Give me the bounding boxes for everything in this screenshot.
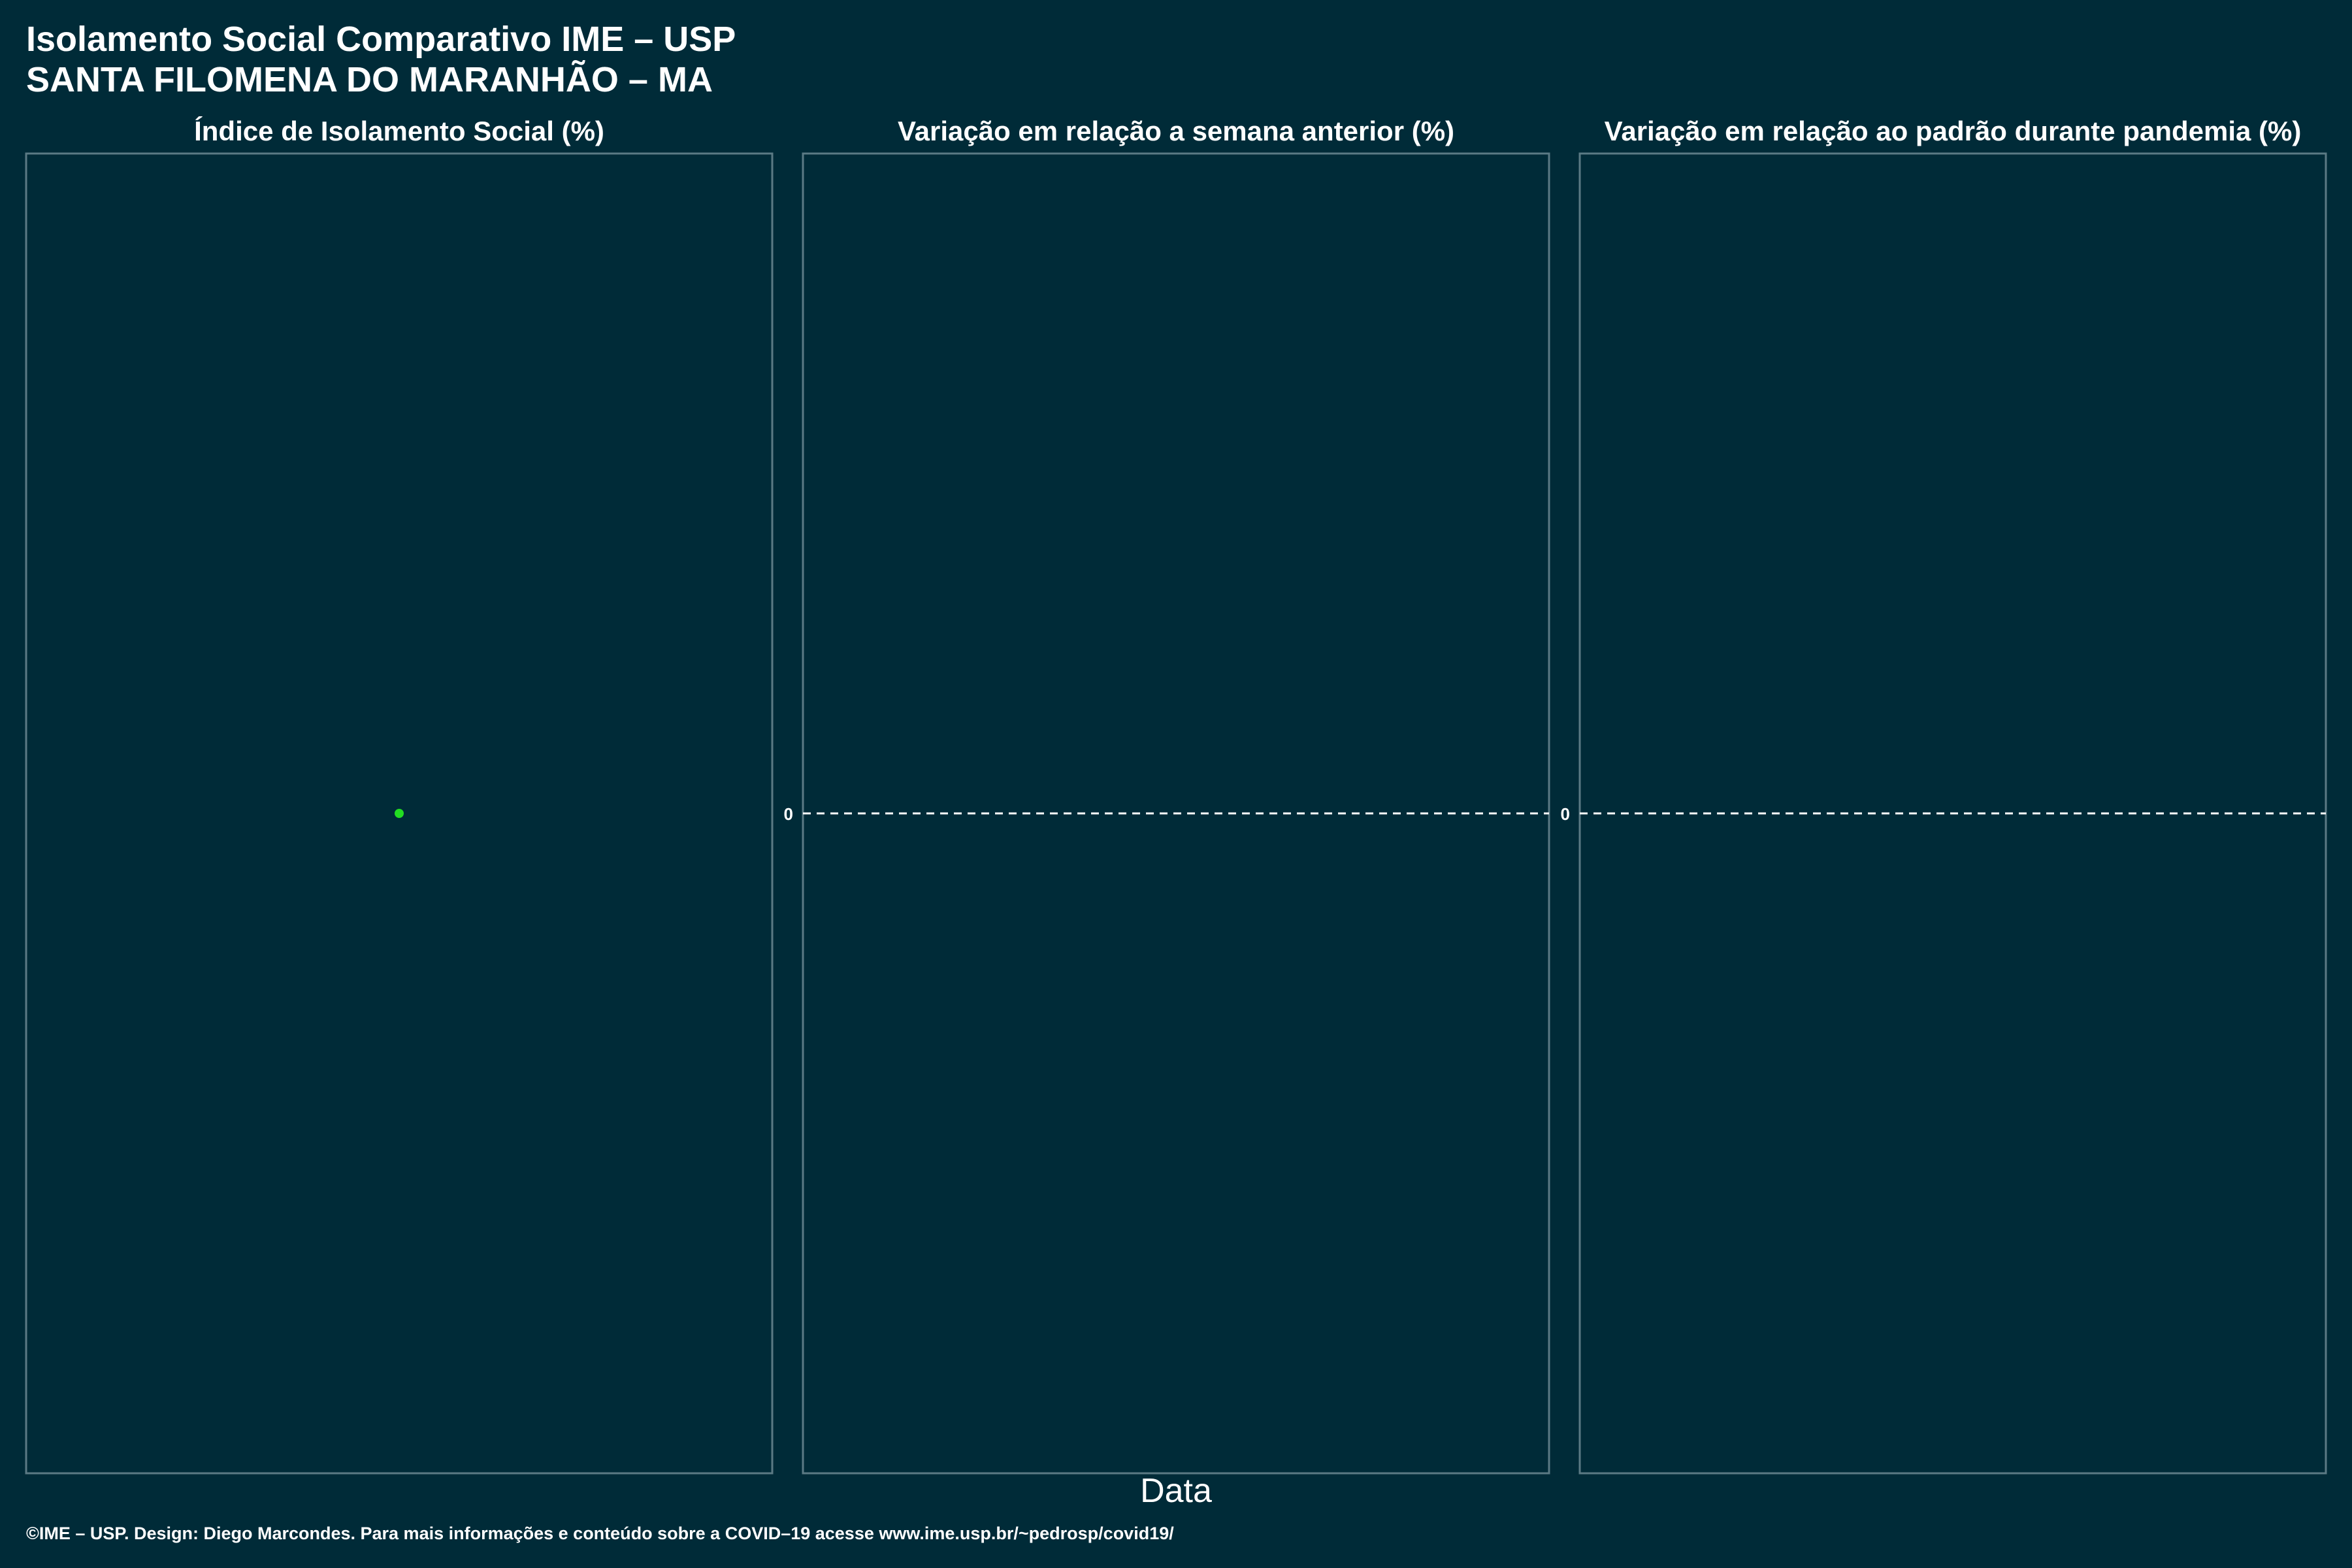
panel-title: Índice de Isolamento Social (%) bbox=[194, 116, 604, 146]
chart-title: Isolamento Social Comparativo IME – USP bbox=[26, 20, 736, 59]
footer-credit: ©IME – USP. Design: Diego Marcondes. Par… bbox=[26, 1524, 1174, 1543]
x-axis-label: Data bbox=[1140, 1472, 1212, 1510]
chart-subtitle: SANTA FILOMENA DO MARANHÃO – MA bbox=[26, 60, 713, 99]
y-tick-label: 0 bbox=[784, 804, 793, 824]
panel-weekly-variation: Variação em relação a semana anterior (%… bbox=[784, 116, 1550, 1475]
panel-pandemic-pattern-variation: Variação em relação ao padrão durante pa… bbox=[1561, 116, 2327, 1475]
panel-isolation-index: Índice de Isolamento Social (%) bbox=[25, 116, 774, 1475]
y-tick-label: 0 bbox=[1561, 804, 1570, 824]
panel-title: Variação em relação a semana anterior (%… bbox=[898, 116, 1454, 146]
panel-frame bbox=[25, 152, 774, 1475]
data-point bbox=[395, 809, 404, 818]
panel-title: Variação em relação ao padrão durante pa… bbox=[1605, 116, 2302, 146]
